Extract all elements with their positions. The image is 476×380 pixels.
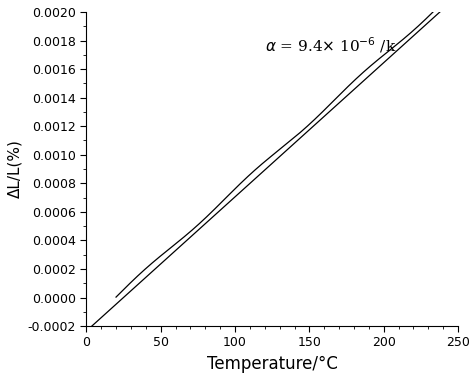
Y-axis label: ΔL/L(%): ΔL/L(%)	[7, 139, 22, 198]
X-axis label: Temperature/°C: Temperature/°C	[206, 355, 337, 373]
Text: $\alpha$ = 9.4$\times$ 10$^{-6}$ /k: $\alpha$ = 9.4$\times$ 10$^{-6}$ /k	[264, 36, 396, 55]
